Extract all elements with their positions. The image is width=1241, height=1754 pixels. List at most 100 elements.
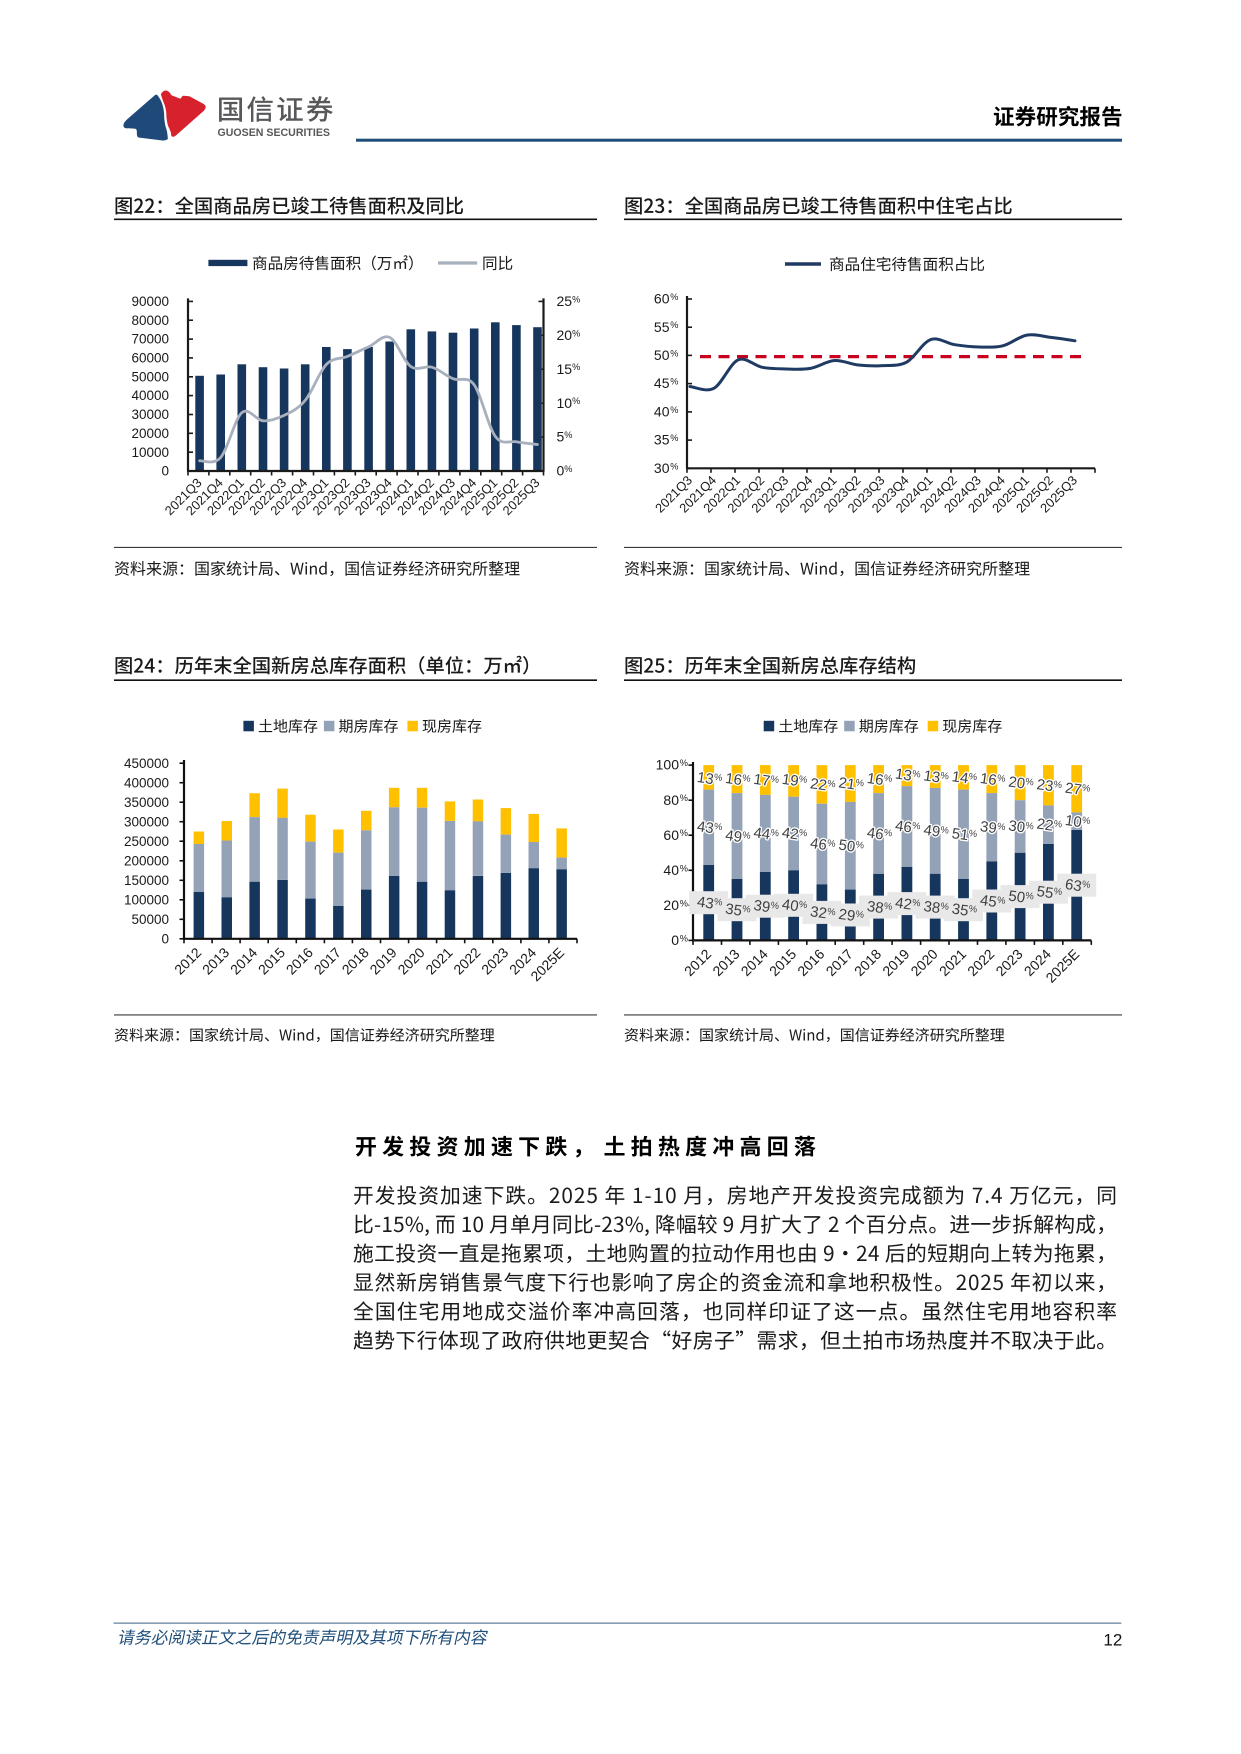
svg-text:50: 50 bbox=[837, 837, 856, 856]
svg-text:%: % bbox=[968, 903, 978, 915]
svg-text:38: 38 bbox=[866, 898, 885, 917]
svg-text:10000: 10000 bbox=[131, 445, 169, 460]
svg-text:100000: 100000 bbox=[124, 892, 169, 907]
svg-text:%: % bbox=[1053, 779, 1063, 791]
svg-text:%: % bbox=[996, 821, 1006, 833]
svg-text:13: 13 bbox=[922, 767, 941, 786]
svg-text:100: 100 bbox=[656, 757, 680, 773]
svg-text:63: 63 bbox=[1064, 876, 1083, 895]
svg-text:38: 38 bbox=[922, 898, 941, 917]
svg-text:%: % bbox=[680, 863, 688, 873]
svg-text:20: 20 bbox=[1007, 773, 1026, 792]
svg-text:20: 20 bbox=[557, 327, 573, 343]
svg-text:80: 80 bbox=[663, 792, 679, 808]
svg-text:40: 40 bbox=[654, 404, 670, 420]
svg-text:39: 39 bbox=[979, 818, 998, 837]
svg-text:21: 21 bbox=[837, 774, 856, 793]
svg-text:30000: 30000 bbox=[131, 407, 169, 422]
svg-text:200000: 200000 bbox=[124, 853, 169, 868]
svg-text:19: 19 bbox=[781, 771, 800, 790]
svg-text:17: 17 bbox=[753, 771, 772, 790]
svg-text:%: % bbox=[1025, 890, 1035, 902]
svg-text:60: 60 bbox=[654, 291, 670, 307]
svg-text:35: 35 bbox=[951, 901, 970, 920]
svg-text:%: % bbox=[770, 900, 780, 912]
svg-text:%: % bbox=[670, 320, 678, 330]
svg-text:%: % bbox=[680, 758, 688, 768]
svg-text:%: % bbox=[670, 292, 678, 302]
svg-text:%: % bbox=[883, 827, 893, 839]
svg-text:%: % bbox=[564, 464, 572, 474]
svg-text:%: % bbox=[968, 828, 978, 840]
svg-text:350000: 350000 bbox=[124, 795, 169, 810]
svg-text:13: 13 bbox=[696, 769, 715, 788]
svg-text:%: % bbox=[855, 777, 865, 789]
svg-text:5: 5 bbox=[557, 429, 565, 445]
svg-text:%: % bbox=[680, 898, 688, 908]
svg-text:51: 51 bbox=[951, 825, 970, 844]
svg-text:%: % bbox=[741, 903, 751, 915]
svg-text:GUOSEN SECURITIES: GUOSEN SECURITIES bbox=[218, 127, 331, 139]
svg-text:55: 55 bbox=[654, 319, 670, 335]
svg-text:32: 32 bbox=[809, 903, 828, 922]
svg-text:39: 39 bbox=[753, 897, 772, 916]
svg-text:%: % bbox=[680, 828, 688, 838]
svg-text:42: 42 bbox=[781, 824, 800, 843]
svg-text:13: 13 bbox=[894, 766, 913, 785]
svg-text:%: % bbox=[911, 768, 921, 780]
svg-text:%: % bbox=[883, 773, 893, 785]
svg-text:16: 16 bbox=[866, 770, 885, 789]
svg-text:50: 50 bbox=[1007, 887, 1026, 906]
svg-text:%: % bbox=[670, 377, 678, 387]
svg-text:44: 44 bbox=[753, 824, 772, 843]
svg-text:45: 45 bbox=[654, 375, 670, 391]
svg-text:46: 46 bbox=[809, 835, 828, 854]
svg-text:%: % bbox=[670, 461, 678, 471]
svg-text:70000: 70000 bbox=[131, 332, 169, 347]
svg-text:%: % bbox=[798, 827, 808, 839]
svg-text:%: % bbox=[855, 909, 865, 921]
svg-text:29: 29 bbox=[837, 906, 856, 925]
svg-text:%: % bbox=[713, 896, 723, 908]
svg-text:0: 0 bbox=[557, 463, 565, 479]
svg-text:46: 46 bbox=[894, 817, 913, 836]
svg-text:%: % bbox=[770, 774, 780, 786]
svg-text:35: 35 bbox=[654, 432, 670, 448]
svg-text:55: 55 bbox=[1036, 883, 1055, 902]
svg-text:50: 50 bbox=[654, 347, 670, 363]
svg-text:%: % bbox=[741, 773, 751, 785]
svg-text:60000: 60000 bbox=[131, 351, 169, 366]
svg-text:%: % bbox=[911, 897, 921, 909]
svg-text:%: % bbox=[670, 433, 678, 443]
svg-text:80000: 80000 bbox=[131, 313, 169, 328]
svg-text:%: % bbox=[680, 933, 688, 943]
svg-text:%: % bbox=[1025, 820, 1035, 832]
svg-text:%: % bbox=[940, 901, 950, 913]
svg-text:150000: 150000 bbox=[124, 873, 169, 888]
svg-text:%: % bbox=[572, 328, 580, 338]
svg-text:12: 12 bbox=[1103, 1631, 1122, 1650]
svg-text:40: 40 bbox=[663, 862, 679, 878]
svg-text:25: 25 bbox=[557, 293, 573, 309]
svg-text:%: % bbox=[940, 770, 950, 782]
svg-text:50000: 50000 bbox=[131, 369, 169, 384]
svg-text:46: 46 bbox=[866, 824, 885, 843]
svg-text:50000: 50000 bbox=[131, 912, 169, 927]
svg-text:35: 35 bbox=[724, 901, 743, 920]
svg-text:%: % bbox=[996, 895, 1006, 907]
svg-text:%: % bbox=[741, 830, 751, 842]
svg-text:%: % bbox=[680, 793, 688, 803]
svg-text:%: % bbox=[996, 773, 1006, 785]
svg-text:%: % bbox=[798, 899, 808, 911]
svg-text:%: % bbox=[940, 825, 950, 837]
svg-text:%: % bbox=[1053, 886, 1063, 898]
svg-text:10: 10 bbox=[1064, 812, 1083, 831]
svg-text:0: 0 bbox=[161, 464, 169, 479]
svg-text:49: 49 bbox=[724, 827, 743, 846]
svg-text:40000: 40000 bbox=[131, 388, 169, 403]
svg-text:0: 0 bbox=[161, 931, 169, 946]
svg-text:22: 22 bbox=[1036, 816, 1055, 835]
svg-text:22: 22 bbox=[809, 775, 828, 794]
svg-text:10: 10 bbox=[557, 395, 573, 411]
svg-text:45: 45 bbox=[979, 892, 998, 911]
